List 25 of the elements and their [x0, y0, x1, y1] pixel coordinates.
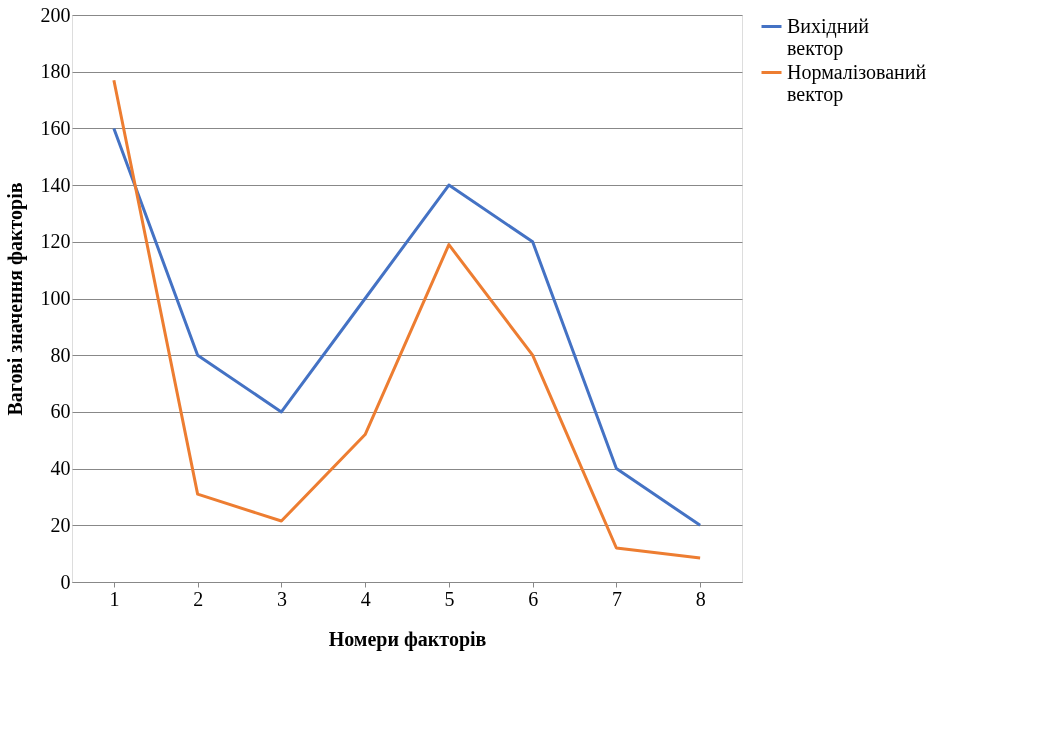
- y-tick-label: 160: [40, 116, 71, 139]
- y-tick-label: 80: [50, 343, 71, 366]
- legend-label: Вихідний вектор: [787, 14, 870, 60]
- x-tick-label: 1: [109, 587, 120, 610]
- y-tick-label: 140: [40, 173, 71, 196]
- x-tick-label: 8: [695, 587, 706, 610]
- y-axis-title: Вагові значення факторів: [3, 182, 27, 416]
- y-tick-label: 100: [40, 287, 71, 309]
- x-tick-label: 4: [360, 587, 371, 610]
- x-tick-label: 6: [528, 587, 539, 610]
- y-tick-label: 20: [50, 513, 71, 536]
- line-series: [112, 78, 702, 560]
- legend-label: Нормалізований вектор: [787, 60, 927, 106]
- y-tick-label: 40: [50, 457, 71, 480]
- x-tick-label: 5: [444, 587, 455, 610]
- y-tick-label: 120: [40, 230, 71, 253]
- x-tick-label: 7: [611, 587, 622, 610]
- x-tick-label: 3: [276, 587, 287, 610]
- y-tick-label: 180: [40, 60, 71, 83]
- x-axis-title: Номери факторів: [328, 627, 487, 651]
- y-tick-label: 200: [40, 3, 71, 26]
- line-series: [112, 126, 702, 527]
- y-tick-label: 60: [50, 400, 71, 423]
- y-tick-label: 0: [60, 570, 71, 593]
- x-tick-label: 2: [193, 587, 204, 610]
